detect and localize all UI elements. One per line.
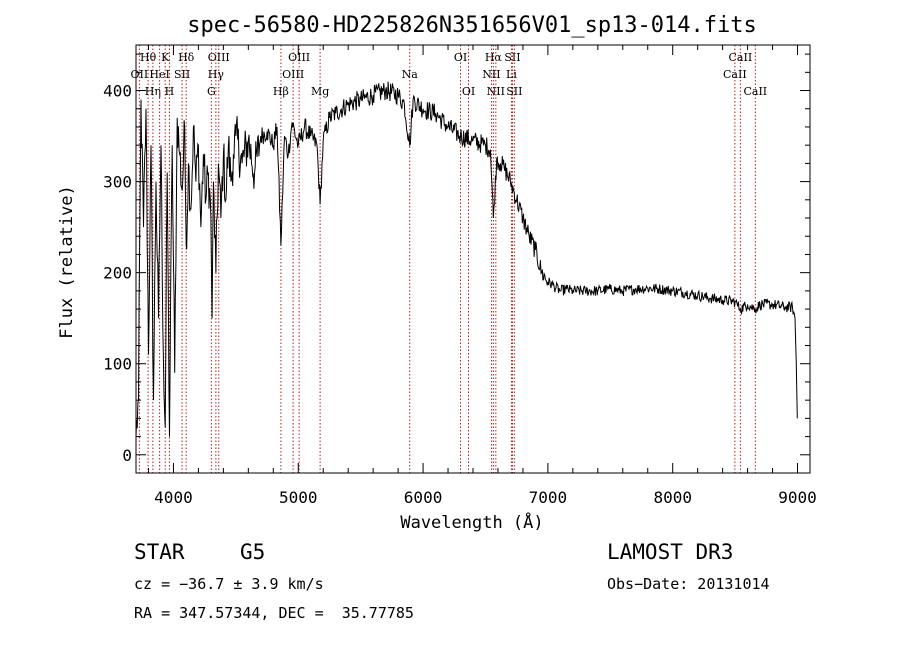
spectral-line-label: Na bbox=[402, 68, 419, 81]
spectral-line-label: Hβ bbox=[273, 85, 289, 98]
spectral-line-label: Hη bbox=[145, 85, 161, 98]
spectrum-series bbox=[135, 81, 798, 437]
spectral-line-label: K bbox=[161, 51, 170, 64]
x-tick-label: 7000 bbox=[529, 488, 568, 507]
x-tick-label: 5000 bbox=[279, 488, 318, 507]
y-tick-label: 400 bbox=[103, 82, 132, 101]
x-axis-label: Wavelength (Å) bbox=[400, 511, 543, 533]
spectral-line-label: H bbox=[165, 85, 175, 98]
x-tick-label: 9000 bbox=[778, 488, 817, 507]
spectral-line-label: Mg bbox=[311, 85, 329, 98]
y-tick-label: 0 bbox=[122, 446, 132, 465]
spectral-line-label: G bbox=[207, 85, 216, 98]
y-tick-label: 200 bbox=[103, 264, 132, 283]
spectral-line-label: OI bbox=[454, 51, 467, 64]
chart-title: spec-56580-HD225826N351656V01_sp13-014.f… bbox=[187, 13, 757, 38]
spectral-line-label: SII bbox=[174, 68, 190, 81]
y-axis-label: Flux (relative) bbox=[57, 185, 77, 339]
x-tick-label: 4000 bbox=[154, 488, 193, 507]
y-tick-label: 100 bbox=[103, 355, 132, 374]
spectral-line-label: Hα bbox=[485, 51, 503, 64]
spectral-line-label: Hδ bbox=[178, 51, 195, 64]
spectral-line-label: Hθ bbox=[140, 51, 157, 64]
axes: 4000 5000 6000 7000 8000 9000 0 100 200 300 400 bbox=[103, 44, 817, 507]
spectral-line-label: SII bbox=[506, 85, 522, 98]
spectral-line-label: OIII bbox=[208, 51, 230, 64]
spectral-line-label: SII bbox=[504, 51, 520, 64]
spectral-line-label: CaII bbox=[743, 85, 767, 98]
spectral-line-label: OIII bbox=[288, 51, 310, 64]
spectral-line-label: HeI bbox=[149, 68, 169, 81]
spectral-line-label: OI bbox=[462, 85, 475, 98]
spectral-line-label: Hγ bbox=[208, 68, 225, 81]
x-tick-label: 6000 bbox=[404, 488, 443, 507]
coordinates-readout: RA = 347.57344, DEC = 35.77785 bbox=[134, 604, 414, 622]
spectral-line-markers: Hθ OII Hη K HeI H Hδ SII OIII Hγ G Hβ OIII OIII Mg Na OI… bbox=[131, 45, 767, 473]
x-tick-label: 8000 bbox=[653, 488, 692, 507]
spectral-line-label: CaII bbox=[729, 51, 753, 64]
survey-name: LAMOST DR3 bbox=[607, 540, 734, 564]
spectral-line-label: NII bbox=[487, 85, 505, 98]
spectral-line-label: CaII bbox=[723, 68, 747, 81]
spectral-line-label: OII bbox=[131, 68, 149, 81]
redshift-readout: cz = −36.7 ± 3.9 km/s bbox=[134, 575, 324, 593]
y-tick-label: 300 bbox=[103, 173, 132, 192]
observation-date: Obs−Date: 20131014 bbox=[607, 575, 770, 593]
spectrum-line bbox=[135, 81, 798, 437]
object-type: STAR bbox=[134, 540, 185, 564]
spectral-line-label: NII bbox=[482, 68, 500, 81]
object-subclass: G5 bbox=[240, 540, 266, 564]
plot-frame bbox=[135, 44, 811, 474]
spectral-line-label: OIII bbox=[282, 68, 304, 81]
spectral-line-label: Li bbox=[506, 68, 517, 81]
